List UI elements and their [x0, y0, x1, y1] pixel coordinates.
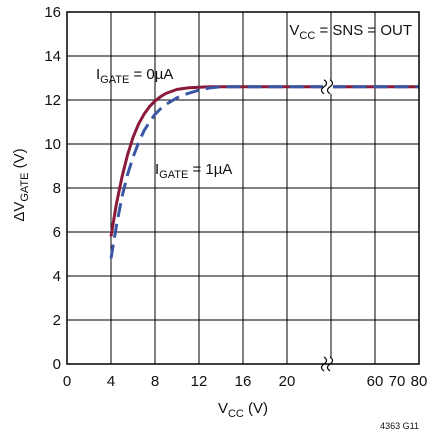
- x-axis-label: VCC (V): [218, 400, 268, 420]
- x-tick-label: 80: [411, 373, 428, 390]
- x-tick-label: 4: [107, 373, 115, 390]
- curve-break-mark: [320, 79, 334, 95]
- figure-code: 4363 G11: [380, 421, 419, 431]
- x-tick-label: 16: [235, 373, 252, 390]
- y-tick-label: 8: [53, 180, 61, 197]
- x-tick-label: 20: [279, 373, 296, 390]
- series-line-1: [109, 85, 419, 259]
- x-tick-label: 12: [191, 373, 208, 390]
- y-tick-label: 12: [44, 92, 61, 109]
- condition-annotation: VCC = SNS = OUT: [289, 22, 412, 42]
- x-tick-label: 8: [151, 373, 159, 390]
- y-tick-label: 4: [53, 268, 61, 285]
- series-label-igate-1ua: IGATE = 1µA: [155, 161, 232, 181]
- y-tick-label: 2: [53, 312, 61, 329]
- series-lines: [109, 85, 419, 259]
- y-tick-label: 6: [53, 224, 61, 241]
- y-tick-label: 10: [44, 136, 61, 153]
- series-label-igate-0ua: IGATE = 0µA: [96, 66, 173, 86]
- y-axis-label: ΔVGATE (V): [11, 148, 31, 221]
- y-tick-labels: 0 2 4 6 8 10 12 14 16: [44, 4, 61, 373]
- x-tick-label: 70: [389, 373, 406, 390]
- plot-frame: [66, 11, 420, 365]
- y-tick-label: 0: [53, 356, 61, 373]
- x-tick-label: 60: [367, 373, 384, 390]
- x-tick-labels: 0 4 8 12 16 20 60 70 80: [63, 373, 428, 390]
- x-tick-label: 0: [63, 373, 71, 390]
- y-tick-label: 16: [44, 4, 61, 21]
- y-tick-label: 14: [44, 48, 61, 65]
